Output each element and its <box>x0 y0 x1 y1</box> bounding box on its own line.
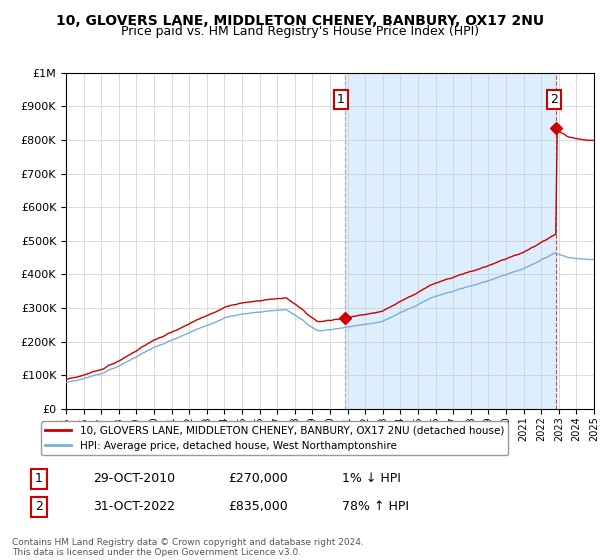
Text: 31-OCT-2022: 31-OCT-2022 <box>93 500 175 514</box>
Text: 78% ↑ HPI: 78% ↑ HPI <box>342 500 409 514</box>
Text: 1: 1 <box>337 93 345 106</box>
Text: £270,000: £270,000 <box>228 472 288 486</box>
Legend: 10, GLOVERS LANE, MIDDLETON CHENEY, BANBURY, OX17 2NU (detached house), HPI: Ave: 10, GLOVERS LANE, MIDDLETON CHENEY, BANB… <box>41 422 508 455</box>
Text: 2: 2 <box>35 500 43 514</box>
Text: Contains HM Land Registry data © Crown copyright and database right 2024.
This d: Contains HM Land Registry data © Crown c… <box>12 538 364 557</box>
Text: 2: 2 <box>550 93 558 106</box>
Text: 1: 1 <box>35 472 43 486</box>
Text: 10, GLOVERS LANE, MIDDLETON CHENEY, BANBURY, OX17 2NU: 10, GLOVERS LANE, MIDDLETON CHENEY, BANB… <box>56 14 544 28</box>
Text: 1% ↓ HPI: 1% ↓ HPI <box>342 472 401 486</box>
Bar <box>344 73 556 409</box>
Text: 29-OCT-2010: 29-OCT-2010 <box>93 472 175 486</box>
Text: £835,000: £835,000 <box>228 500 288 514</box>
Text: Price paid vs. HM Land Registry's House Price Index (HPI): Price paid vs. HM Land Registry's House … <box>121 25 479 38</box>
